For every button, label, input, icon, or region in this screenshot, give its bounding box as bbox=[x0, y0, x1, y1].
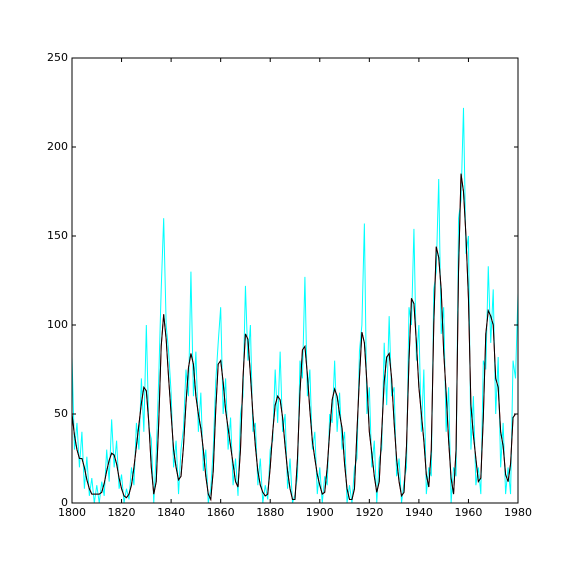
x-tick-label: 1880 bbox=[256, 506, 284, 519]
y-tick-label: 250 bbox=[47, 51, 68, 64]
x-tick-label: 1940 bbox=[405, 506, 433, 519]
x-tick-label: 1820 bbox=[108, 506, 136, 519]
x-tick-label: 1960 bbox=[454, 506, 482, 519]
x-tick-label: 1980 bbox=[504, 506, 532, 519]
x-tick-label: 1920 bbox=[355, 506, 383, 519]
y-tick-label: 50 bbox=[54, 407, 68, 420]
y-tick-label: 150 bbox=[47, 229, 68, 242]
y-tick-label: 100 bbox=[47, 318, 68, 331]
x-tick-label: 1860 bbox=[207, 506, 235, 519]
y-tick-label: 200 bbox=[47, 140, 68, 153]
x-tick-label: 1800 bbox=[58, 506, 86, 519]
y-tick-label: 0 bbox=[61, 496, 68, 509]
x-tick-label: 1900 bbox=[306, 506, 334, 519]
x-tick-label: 1840 bbox=[157, 506, 185, 519]
data-line bbox=[71, 173, 518, 502]
plot-frame bbox=[71, 57, 519, 504]
